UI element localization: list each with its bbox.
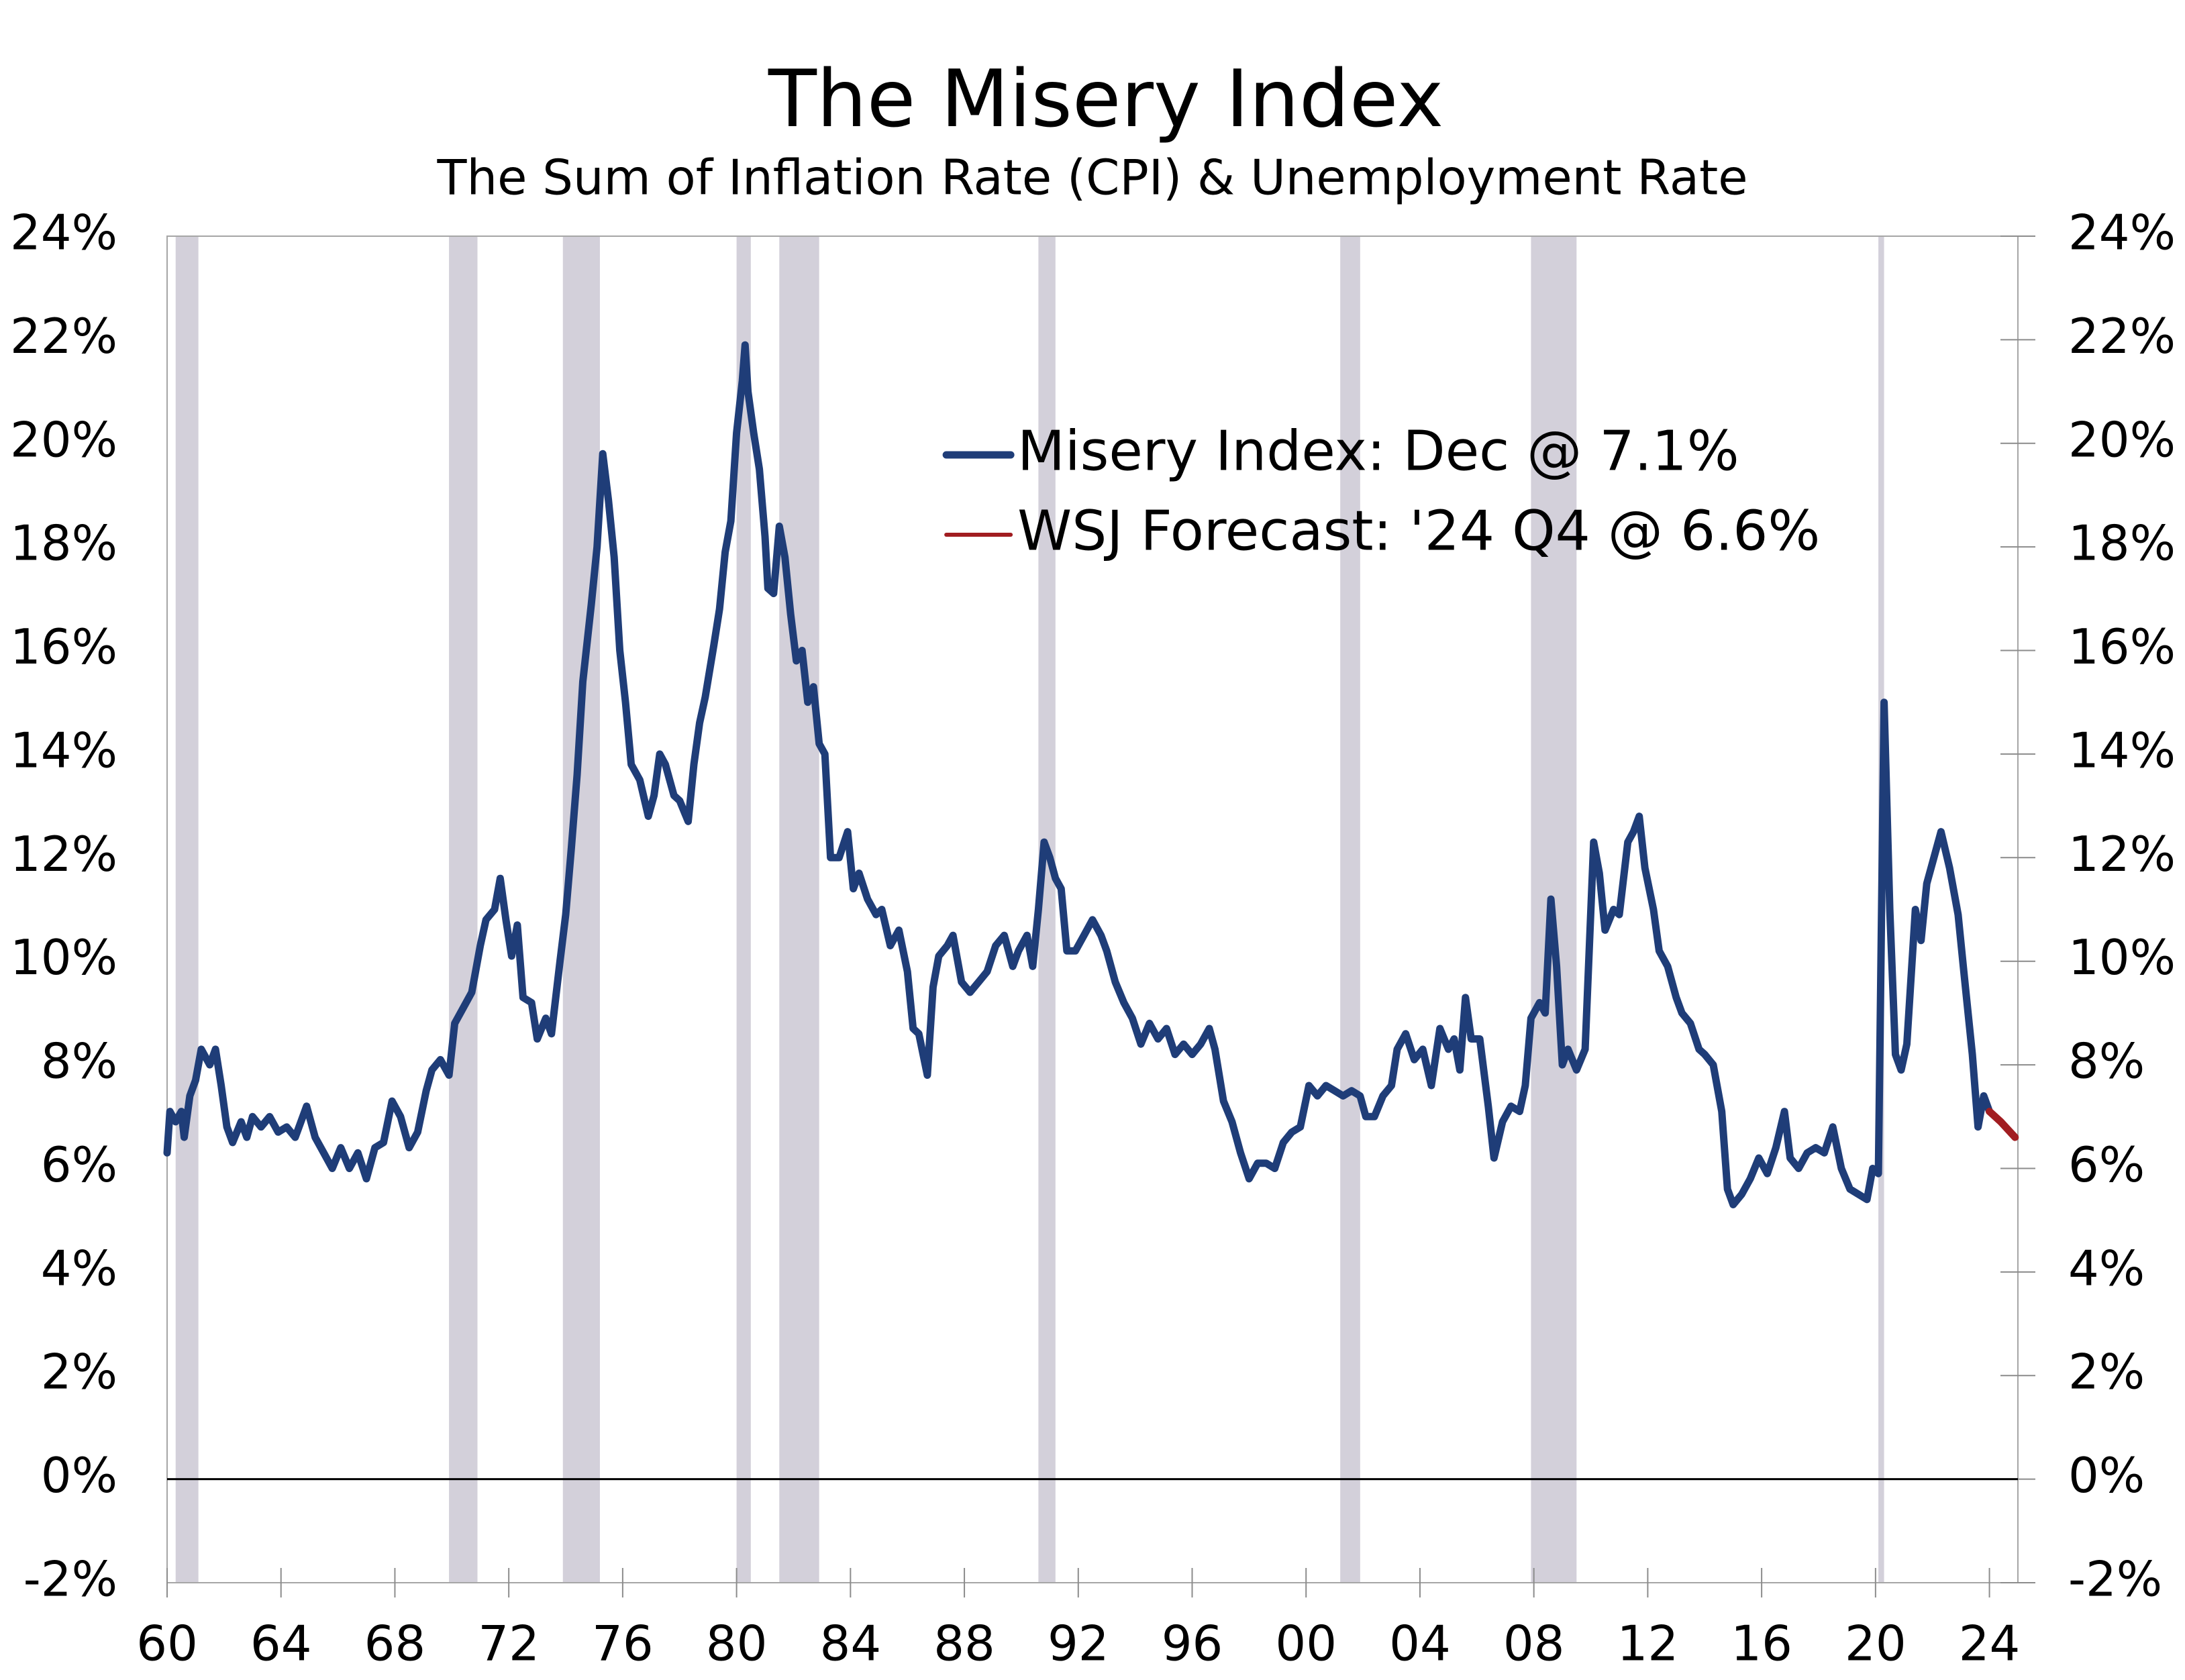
legend-label: Misery Index: Dec @ 7.1% (1017, 419, 1739, 483)
y-tick-label: 24% (10, 205, 117, 261)
y2-tick-label: 24% (2068, 205, 2176, 261)
chart-title: The Misery Index (768, 52, 1443, 145)
x-tick-label: 16 (1731, 1616, 1792, 1672)
recession-band (1340, 236, 1360, 1583)
x-tick-label: 72 (478, 1616, 540, 1672)
chart-subtitle: The Sum of Inflation Rate (CPI) & Unempl… (437, 150, 1748, 206)
y2-tick-label: -2% (2068, 1551, 2162, 1608)
y-tick-label: -2% (23, 1551, 117, 1608)
y-tick-label: 0% (41, 1447, 117, 1504)
y2-tick-label: 0% (2068, 1447, 2145, 1504)
recession-band (175, 236, 199, 1583)
x-tick-label: 08 (1503, 1616, 1565, 1672)
x-tick-label: 68 (364, 1616, 426, 1672)
series-line (163, 341, 1994, 1208)
y2-tick-label: 18% (2068, 515, 2176, 572)
y-tick-label: 12% (10, 826, 117, 882)
recession-band (449, 236, 478, 1583)
x-tick-label: 04 (1389, 1616, 1451, 1672)
recession-band (779, 236, 819, 1583)
y-tick-label: 6% (41, 1137, 117, 1193)
y-tick-label: 10% (10, 929, 117, 986)
y-tick-label: 14% (10, 722, 117, 778)
y-tick-label: 8% (41, 1033, 117, 1090)
y-tick-label: 20% (10, 411, 117, 468)
x-tick-label: 84 (820, 1616, 882, 1672)
y-tick-label: 2% (41, 1344, 117, 1400)
y2-tick-label: 6% (2068, 1137, 2145, 1193)
y2-tick-label: 22% (2068, 308, 2176, 364)
x-tick-label: 24 (1959, 1616, 2021, 1672)
y2-tick-label: 20% (2068, 411, 2176, 468)
legend-label: WSJ Forecast: '24 Q4 @ 6.6% (1017, 499, 1820, 563)
y-tick-label: 18% (10, 515, 117, 572)
x-tick-label: 00 (1275, 1616, 1337, 1672)
x-tick-label: 76 (592, 1616, 654, 1672)
x-tick-label: 20 (1845, 1616, 1907, 1672)
y2-tick-label: 4% (2068, 1240, 2145, 1296)
y2-tick-label: 8% (2068, 1033, 2145, 1090)
x-tick-label: 80 (706, 1616, 768, 1672)
x-tick-label: 88 (933, 1616, 995, 1672)
y2-tick-label: 12% (2068, 826, 2176, 882)
y-tick-label: 22% (10, 308, 117, 364)
series-line (1986, 1108, 2019, 1141)
plot-frame (166, 235, 2019, 1583)
y-tick-label: 16% (10, 619, 117, 675)
y2-tick-label: 14% (2068, 722, 2176, 778)
y2-tick-label: 16% (2068, 619, 2176, 675)
x-tick-label: 12 (1617, 1616, 1679, 1672)
x-tick-label: 96 (1162, 1616, 1223, 1672)
x-tick-label: 60 (136, 1616, 198, 1672)
x-tick-label: 64 (250, 1616, 312, 1672)
y2-tick-label: 2% (2068, 1344, 2145, 1400)
x-tick-label: 92 (1048, 1616, 1109, 1672)
y-tick-label: 4% (41, 1240, 117, 1296)
recession-band (736, 236, 751, 1583)
y2-tick-label: 10% (2068, 929, 2176, 986)
